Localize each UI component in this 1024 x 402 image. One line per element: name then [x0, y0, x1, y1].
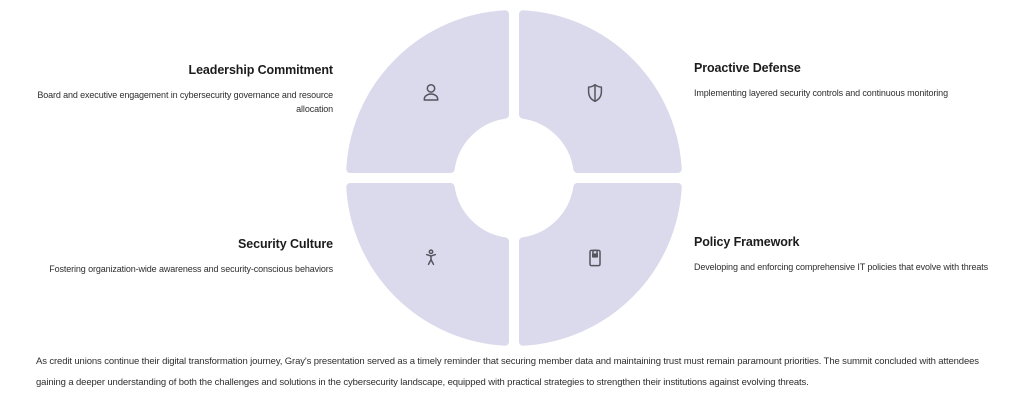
- quadrant-title: Proactive Defense: [694, 61, 801, 75]
- file-lock-icon: [589, 249, 601, 267]
- quadrant-description: Board and executive engagement in cybers…: [37, 90, 333, 114]
- segment-bottom-left: [346, 183, 509, 346]
- quadrant-description: Developing and enforcing comprehensive I…: [694, 262, 989, 272]
- quadrant-title: Security Culture: [238, 237, 333, 251]
- quadrant-label-proactive-defense: Proactive Defense Implementing layered s…: [694, 61, 1016, 100]
- segment-top-right: [519, 10, 682, 173]
- quadrant-label-policy-framework: Policy Framework Developing and enforcin…: [694, 235, 1016, 274]
- summary-paragraph: As credit unions continue their digital …: [36, 356, 979, 388]
- quadrant-label-leadership-commitment: Leadership Commitment Board and executiv…: [33, 63, 333, 116]
- quadrant-description: Fostering organization-wide awareness an…: [49, 264, 333, 274]
- quadrant-description: Implementing layered security controls a…: [694, 88, 948, 98]
- quadrant-label-security-culture: Security Culture Fostering organization-…: [33, 237, 333, 276]
- shield-icon: [587, 83, 603, 103]
- quadrant-title: Leadership Commitment: [188, 63, 334, 77]
- segment-top-left: [346, 10, 509, 173]
- person-standing-icon: [425, 249, 437, 266]
- user-icon: [423, 83, 439, 101]
- donut-diagram: [346, 10, 682, 346]
- quadrant-title: Policy Framework: [694, 235, 800, 249]
